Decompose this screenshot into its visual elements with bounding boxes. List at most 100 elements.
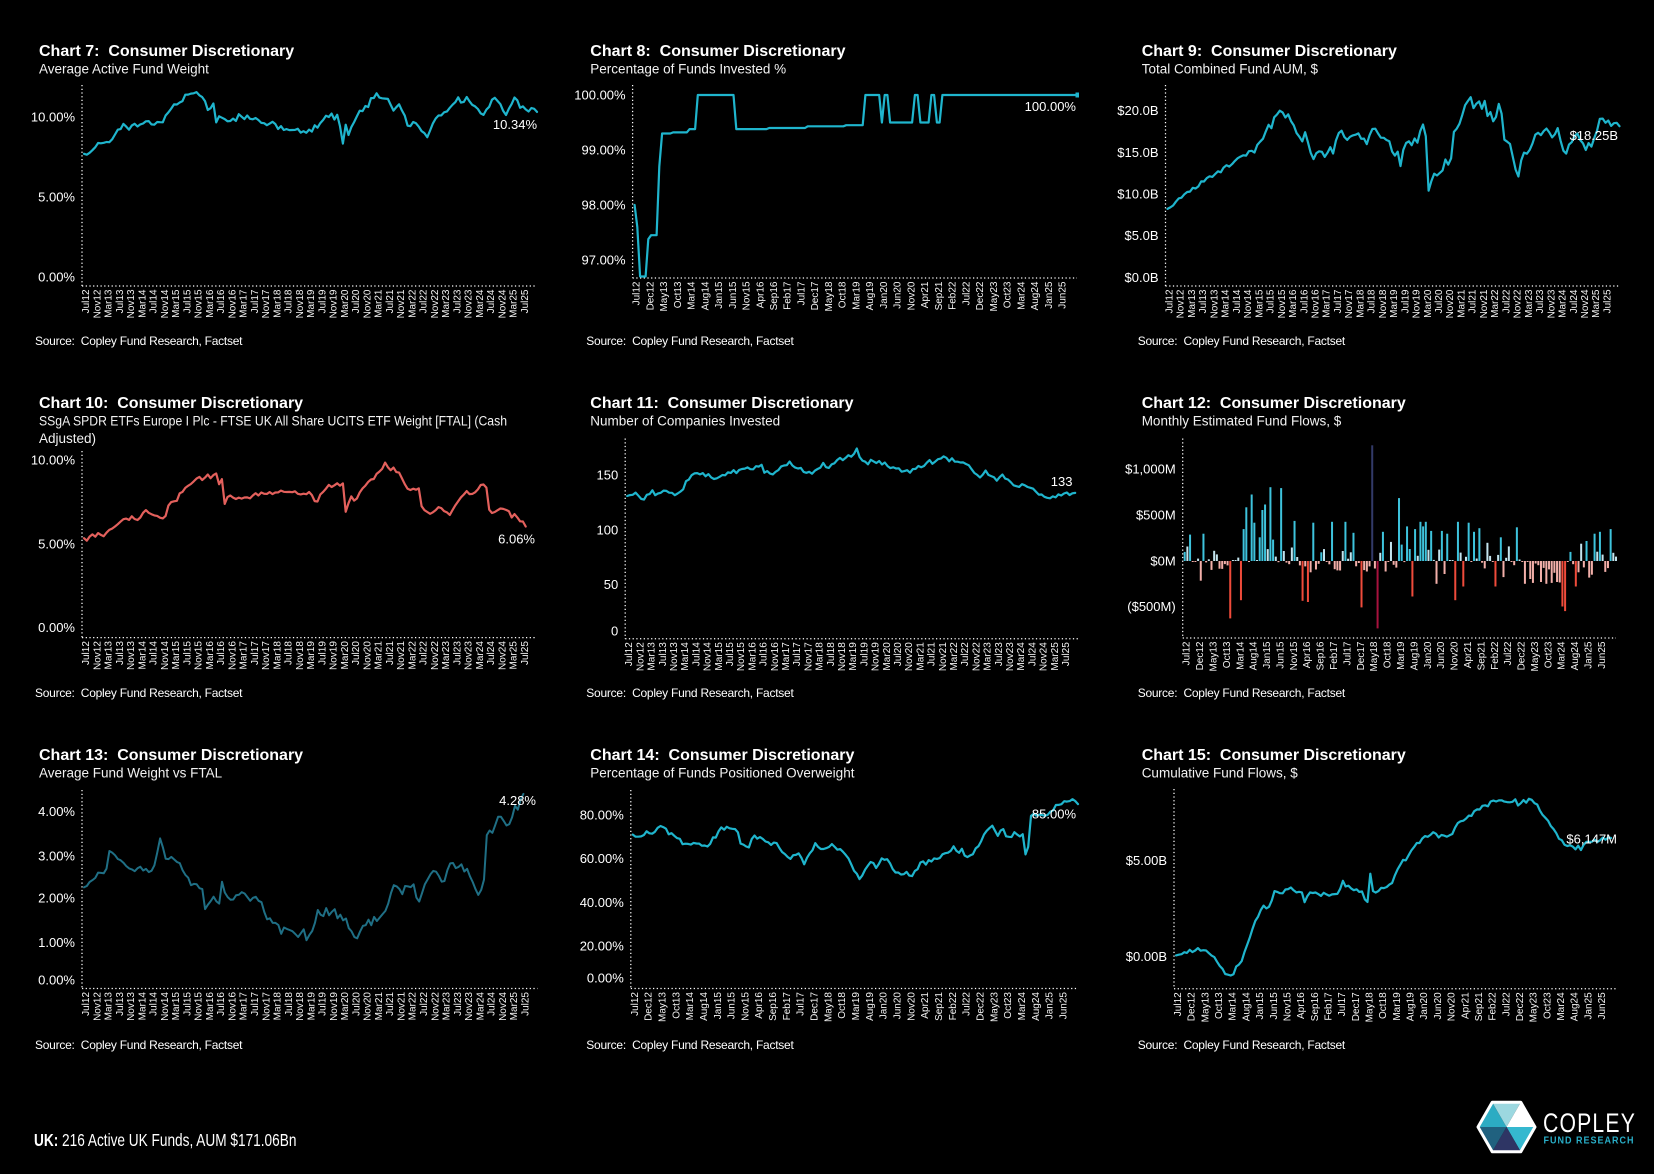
svg-text:Jul22: Jul22 <box>419 992 430 1016</box>
svg-text:Nov19: Nov19 <box>329 992 340 1021</box>
svg-text:98.00%: 98.00% <box>582 198 627 213</box>
svg-text:Aug19: Aug19 <box>865 281 876 310</box>
svg-text:Jan20: Jan20 <box>879 992 890 1020</box>
svg-text:Dec17: Dec17 <box>810 992 821 1021</box>
svg-text:Aug19: Aug19 <box>1409 641 1420 670</box>
svg-text:10.00%: 10.00% <box>31 110 76 125</box>
svg-text:Jul14: Jul14 <box>149 289 160 313</box>
svg-text:Source: Copley Fund Research,: Source: Copley Fund Research, Factset <box>35 1038 243 1052</box>
svg-text:$15.0B: $15.0B <box>1117 145 1158 160</box>
svg-text:Source: Copley Fund Research,: Source: Copley Fund Research, Factset <box>35 686 243 700</box>
svg-text:Mar18: Mar18 <box>272 641 283 670</box>
svg-text:Nov15: Nov15 <box>194 641 205 670</box>
svg-text:50: 50 <box>604 577 618 592</box>
svg-text:Jul23: Jul23 <box>452 641 463 665</box>
svg-text:Nov23: Nov23 <box>1546 289 1557 318</box>
svg-text:Jun15: Jun15 <box>1276 641 1287 669</box>
svg-text:Jul18: Jul18 <box>1367 289 1378 313</box>
svg-text:Jul16: Jul16 <box>216 289 227 313</box>
svg-text:Jul15: Jul15 <box>182 641 193 665</box>
svg-text:Jul19: Jul19 <box>1400 289 1411 313</box>
svg-text:Jul17: Jul17 <box>250 992 261 1016</box>
svg-text:Aug24: Aug24 <box>1570 641 1581 670</box>
svg-text:Jul21: Jul21 <box>927 642 938 666</box>
svg-text:Feb17: Feb17 <box>1329 641 1340 670</box>
svg-text:Jun15: Jun15 <box>727 992 738 1020</box>
svg-text:Mar18: Mar18 <box>273 992 284 1021</box>
svg-text:Oct18: Oct18 <box>1383 641 1394 668</box>
svg-text:Nov17: Nov17 <box>261 992 272 1021</box>
svg-text:Mar24: Mar24 <box>1016 281 1027 310</box>
svg-text:Nov24: Nov24 <box>1039 642 1050 671</box>
svg-text:Apr21: Apr21 <box>920 281 931 308</box>
svg-text:60.00%: 60.00% <box>580 851 625 866</box>
svg-text:Jan15: Jan15 <box>1255 992 1266 1020</box>
svg-text:Jul18: Jul18 <box>284 641 295 665</box>
svg-text:Mar24: Mar24 <box>475 289 486 318</box>
svg-text:Feb17: Feb17 <box>783 281 794 310</box>
svg-text:4.28%: 4.28% <box>499 793 536 808</box>
svg-text:Nov20: Nov20 <box>362 289 373 318</box>
svg-text:Nov12: Nov12 <box>635 642 646 671</box>
svg-text:Jun20: Jun20 <box>1436 641 1447 669</box>
svg-text:Nov15: Nov15 <box>1282 992 1293 1021</box>
svg-text:Dec12: Dec12 <box>644 992 655 1021</box>
svg-text:Jul14: Jul14 <box>149 992 160 1016</box>
svg-text:Aug14: Aug14 <box>1241 992 1252 1021</box>
svg-text:1.00%: 1.00% <box>38 935 75 950</box>
svg-text:Mar20: Mar20 <box>340 992 351 1021</box>
svg-text:Nov20: Nov20 <box>1447 992 1458 1021</box>
svg-text:Number of Companies Invested: Number of Companies Invested <box>590 414 780 429</box>
svg-text:Jul24: Jul24 <box>486 641 497 665</box>
svg-text:Feb17: Feb17 <box>1324 992 1335 1021</box>
svg-text:Mar24: Mar24 <box>1017 992 1028 1021</box>
svg-text:Feb22: Feb22 <box>948 992 959 1021</box>
svg-text:Oct23: Oct23 <box>1003 281 1014 308</box>
svg-text:Nov19: Nov19 <box>1412 289 1423 318</box>
svg-text:Mar25: Mar25 <box>509 992 520 1021</box>
svg-text:Mar19: Mar19 <box>306 992 317 1021</box>
svg-text:Nov18: Nov18 <box>837 642 848 671</box>
svg-text:Nov22: Nov22 <box>1513 289 1524 318</box>
svg-text:Mar20: Mar20 <box>1423 289 1434 318</box>
svg-text:$10.0B: $10.0B <box>1117 187 1158 202</box>
svg-text:Jul17: Jul17 <box>1333 289 1344 313</box>
svg-text:Nov23: Nov23 <box>464 992 475 1021</box>
svg-text:Jul16: Jul16 <box>216 992 227 1016</box>
svg-text:Apr16: Apr16 <box>1296 992 1307 1019</box>
svg-text:Chart 11: Consumer Discretion: Chart 11: Consumer Discretionary <box>590 395 853 412</box>
svg-text:Feb22: Feb22 <box>948 281 959 310</box>
svg-text:Oct18: Oct18 <box>837 992 848 1019</box>
svg-text:$5.0B: $5.0B <box>1125 228 1159 243</box>
svg-text:Nov20: Nov20 <box>363 992 374 1021</box>
svg-text:Nov14: Nov14 <box>160 992 171 1021</box>
svg-text:Mar24: Mar24 <box>1556 992 1567 1021</box>
svg-text:Nov12: Nov12 <box>1176 289 1187 318</box>
svg-text:Nov24: Nov24 <box>497 641 508 670</box>
svg-text:20.00%: 20.00% <box>580 939 625 954</box>
svg-text:Mar15: Mar15 <box>1254 289 1265 318</box>
svg-text:Mar16: Mar16 <box>205 992 216 1021</box>
svg-text:Mar17: Mar17 <box>239 289 250 318</box>
svg-text:Sep21: Sep21 <box>934 992 945 1021</box>
svg-text:Jul16: Jul16 <box>759 642 770 666</box>
svg-text:Jul14: Jul14 <box>1232 289 1243 313</box>
svg-text:150: 150 <box>596 468 618 483</box>
svg-text:Jul21: Jul21 <box>385 992 396 1016</box>
svg-text:Mar14: Mar14 <box>680 642 691 671</box>
svg-text:Jul23: Jul23 <box>452 289 463 313</box>
svg-text:Nov21: Nov21 <box>1479 289 1490 318</box>
svg-text:Nov13: Nov13 <box>126 992 137 1021</box>
svg-text:$18.25B: $18.25B <box>1570 128 1618 143</box>
svg-text:Nov24: Nov24 <box>497 289 508 318</box>
svg-text:Dec17: Dec17 <box>810 281 821 310</box>
svg-text:Jun25: Jun25 <box>1058 992 1069 1020</box>
svg-text:Nov22: Nov22 <box>430 641 441 670</box>
svg-text:COPLEY: COPLEY <box>1543 1108 1636 1138</box>
svg-text:133: 133 <box>1051 474 1073 489</box>
svg-text:Mar18: Mar18 <box>815 642 826 671</box>
svg-text:Jul19: Jul19 <box>317 641 328 665</box>
svg-text:Mar16: Mar16 <box>205 641 216 670</box>
svg-text:Jul15: Jul15 <box>182 992 193 1016</box>
svg-text:Jul15: Jul15 <box>1266 289 1277 313</box>
